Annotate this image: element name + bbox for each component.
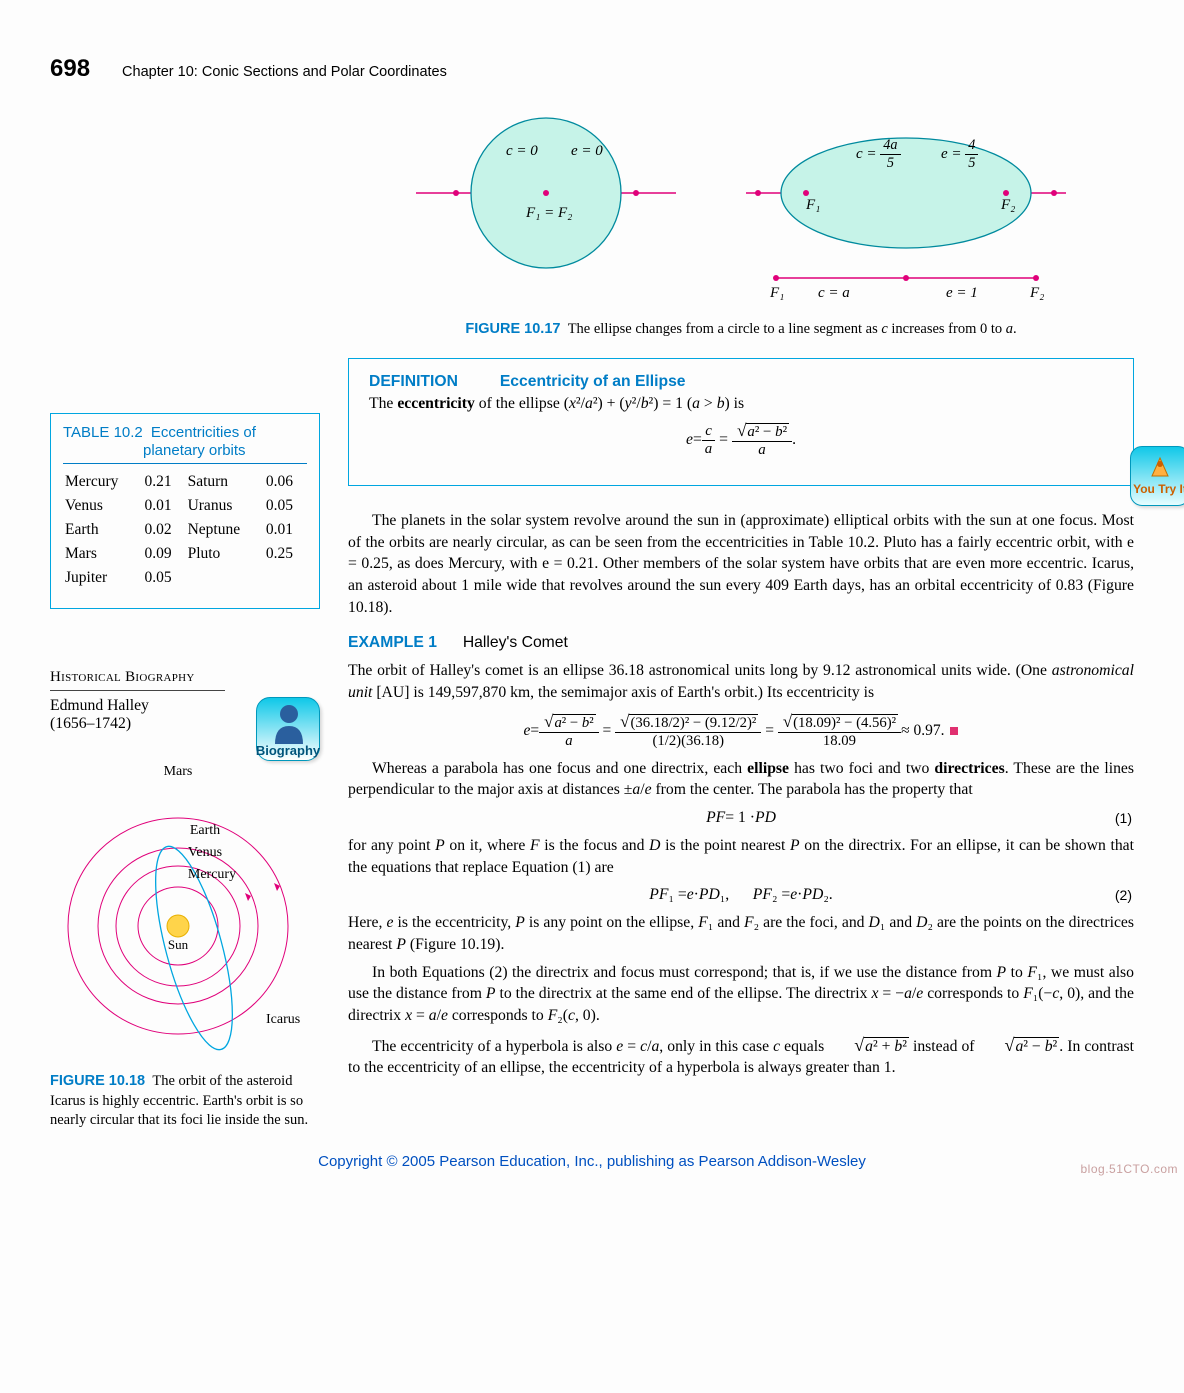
body-para-3: for any point P on it, where F is the fo… [348, 835, 1134, 878]
table-rule [63, 463, 307, 464]
chapter-title: Chapter 10: Conic Sections and Polar Coo… [122, 64, 447, 80]
copyright-footer: Copyright © 2005 Pearson Education, Inc.… [50, 1153, 1134, 1170]
watermark: blog.51CTO.com [1081, 1162, 1179, 1176]
table-row: Jupiter0.05 [63, 566, 307, 590]
table-row: Venus0.01Uranus0.05 [63, 494, 307, 518]
right-column: c = 0 e = 0 F₁ = F₂ F₁ F₂ c = 4a5 e = 45 [348, 113, 1134, 1131]
circle-svg: c = 0 e = 0 F₁ = F₂ [416, 113, 676, 303]
table-title-1: Eccentricities of [147, 424, 256, 441]
svg-text:F₁: F₁ [769, 285, 784, 301]
end-mark-icon [950, 727, 958, 735]
body-para-2: Whereas a parabola has one focus and one… [348, 758, 1134, 801]
equation-2: PF₁ = e · PD₁, PF₂ = e · PD₂. (2) [348, 886, 1134, 904]
left-column: TABLE 10.2 Eccentricities of planetary o… [50, 113, 320, 1131]
you-try-it-icon[interactable]: You Try It [1130, 446, 1184, 506]
page-header: 698 Chapter 10: Conic Sections and Polar… [50, 55, 1134, 83]
page-number: 698 [50, 55, 90, 83]
table-10-2: TABLE 10.2 Eccentricities of planetary o… [50, 413, 320, 609]
fig1018-tag: FIGURE 10.18 [50, 1073, 145, 1089]
table-row: Mars0.09Pluto0.25 [63, 542, 307, 566]
figure-10-18-svg: Mars Earth Venus Mercury Sun Icarus [50, 761, 320, 1061]
body-para-1: The planets in the solar system revolve … [348, 510, 1134, 618]
table-title-2: planetary orbits [63, 442, 307, 459]
figure-10-18-caption: FIGURE 10.18 The orbit of the asteroid I… [50, 1072, 320, 1131]
figure-10-17: c = 0 e = 0 F₁ = F₂ F₁ F₂ c = 4a5 e = 45 [348, 113, 1134, 303]
label-mercury: Mercury [188, 867, 236, 882]
table-tag: TABLE 10.2 [63, 424, 143, 441]
definition-box: DEFINITION Eccentricity of an Ellipse Th… [348, 358, 1134, 486]
equation-1: PF = 1 · PD (1) [348, 809, 1134, 827]
main-columns: TABLE 10.2 Eccentricities of planetary o… [50, 113, 1134, 1131]
example-1-equation: e = a² − b²a = (36.18/2)² − (9.12/2)²(1/… [348, 712, 1134, 750]
svg-text:e = 1: e = 1 [946, 285, 978, 301]
label-icarus: Icarus [266, 1012, 300, 1027]
table-row: Mercury0.21Saturn0.06 [63, 470, 307, 494]
label-venus: Venus [188, 845, 222, 860]
eccentricity-table: Mercury0.21Saturn0.06 Venus0.01Uranus0.0… [63, 470, 307, 590]
bio-row: Edmund Halley (1656–1742) Biography [50, 697, 320, 761]
bio-dates: (1656–1742) [50, 715, 149, 733]
svg-text:F₂: F₂ [1029, 285, 1044, 301]
example-1-para: The orbit of Halley's comet is an ellips… [348, 660, 1134, 703]
svg-text:F₁ = F₂: F₁ = F₂ [525, 205, 572, 221]
page: 698 Chapter 10: Conic Sections and Polar… [0, 0, 1184, 1200]
body-para-4: Here, e is the eccentricity, P is any po… [348, 912, 1134, 955]
bio-text: Edmund Halley (1656–1742) [50, 697, 149, 733]
svg-text:e = 0: e = 0 [571, 143, 603, 159]
definition-tag: DEFINITION [369, 373, 458, 391]
fig1017-caption: FIGURE 10.17 The ellipse changes from a … [378, 321, 1104, 338]
example-1-head: EXAMPLE 1 Halley's Comet [348, 634, 1134, 652]
table-row: Earth0.02Neptune0.01 [63, 518, 307, 542]
ellipse-svg: F₁ F₂ c = 4a5 e = 45 F₁ c = a e = 1 F₂ [746, 113, 1066, 303]
svg-text:F₁: F₁ [805, 197, 820, 213]
definition-equation: e = ca = a² − b²a . [369, 421, 1113, 459]
hist-bio-heading: Historical Biography [50, 669, 320, 686]
svg-text:c = 0: c = 0 [506, 143, 538, 159]
svg-text:F₂: F₂ [1000, 197, 1015, 213]
hist-bio-rule [50, 690, 225, 691]
definition-title: Eccentricity of an Ellipse [500, 373, 686, 391]
label-mars: Mars [164, 764, 193, 779]
body-para-5: In both Equations (2) the directrix and … [348, 962, 1134, 1027]
svg-text:c = a: c = a [818, 285, 850, 301]
body-para-6: The eccentricity of a hyperbola is also … [348, 1033, 1134, 1080]
label-earth: Earth [190, 823, 220, 838]
label-sun: Sun [168, 937, 189, 952]
biography-icon[interactable]: Biography [256, 697, 320, 761]
historical-biography: Historical Biography Edmund Halley (1656… [50, 669, 320, 761]
bio-name: Edmund Halley [50, 697, 149, 715]
